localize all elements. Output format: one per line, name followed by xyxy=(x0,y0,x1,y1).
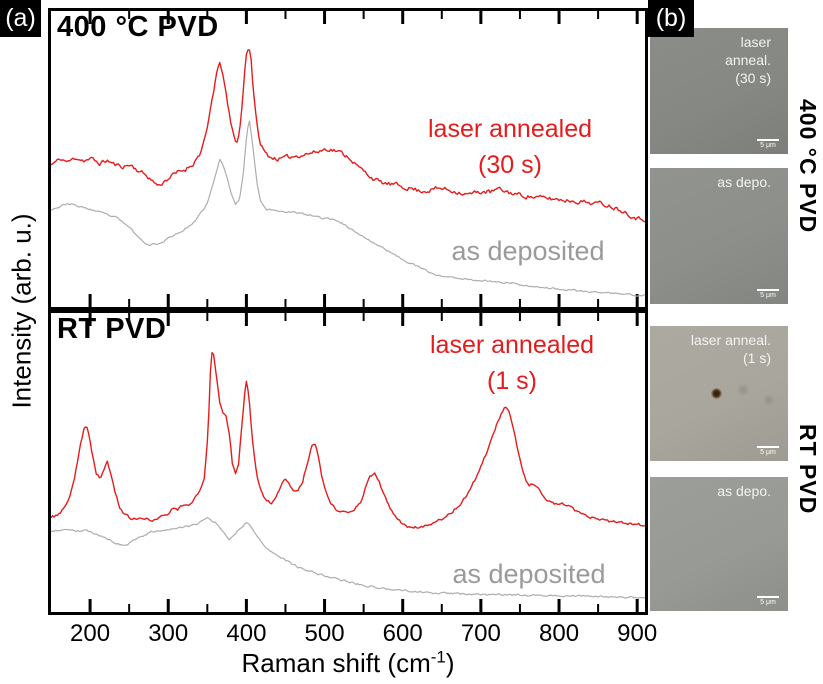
group-label-rt-pvd: RT PVD xyxy=(795,423,821,515)
scale-bar-label: 5 μm xyxy=(760,599,776,606)
micrograph-shade xyxy=(650,168,788,304)
annotation-line: (30 s) xyxy=(478,151,542,179)
x-tick-label: 900 xyxy=(617,620,658,647)
micrograph-label: laser anneal. (1 s) xyxy=(690,332,771,366)
scale-bar-line xyxy=(757,446,779,448)
x-tick-label: 700 xyxy=(460,620,501,647)
scale-bar: 5 μm xyxy=(757,596,779,606)
y-axis-label: Intensity (arb. u.) xyxy=(6,213,37,409)
scale-bar: 5 μm xyxy=(757,139,779,149)
faint-smudge xyxy=(735,382,750,397)
spectrum-curve xyxy=(51,352,645,529)
panel-title-rt-pvd: RT PVD xyxy=(57,313,167,345)
spectrum-curve xyxy=(51,49,645,223)
scale-bar: 5 μm xyxy=(757,289,779,299)
raman-panel-rt-pvd: RT PVD laser annealed (1 s) as deposited xyxy=(48,310,648,615)
annotation-line: (1 s) xyxy=(487,367,537,395)
scale-bar-line xyxy=(757,596,779,598)
scale-bar-label: 5 μm xyxy=(760,449,776,456)
x-axis-label-exponent: -1 xyxy=(430,647,446,667)
annotation-as-deposited-400c: as deposited xyxy=(451,236,605,266)
x-tick-label: 800 xyxy=(538,620,580,647)
scale-bar-label: 5 μm xyxy=(760,292,776,299)
raman-spectra-400c xyxy=(51,11,645,307)
annotation-as-deposited-rt: as deposited xyxy=(452,559,606,589)
spectrum-curve xyxy=(51,120,645,297)
x-tick-label: 400 xyxy=(226,620,267,647)
panel-b-tag: (b) xyxy=(648,0,694,37)
micrograph-image: laser anneal. (30 s) 5 μm xyxy=(650,28,788,154)
panel-title-400c-pvd: 400 °C PVD xyxy=(57,11,219,43)
spectrum-curve xyxy=(51,517,645,599)
scale-bar-label: 5 μm xyxy=(760,142,776,149)
micrograph-image: as depo. 5 μm xyxy=(650,477,788,611)
raman-panel-400c-pvd: 400 °C PVD laser annealed (30 s) as depo… xyxy=(48,8,648,310)
x-axis-label: Raman shift (cm-1) xyxy=(48,648,648,679)
micrograph-shade xyxy=(650,28,788,154)
annotation-laser-annealed-1s: laser annealed (1 s) xyxy=(392,327,632,399)
x-tick-label: 500 xyxy=(304,620,345,647)
annotation-laser-annealed-30s: laser annealed (30 s) xyxy=(390,111,630,183)
x-axis-label-close: ) xyxy=(445,648,455,678)
raman-panels: 400 °C PVD laser annealed (30 s) as depo… xyxy=(48,8,648,615)
annotation-line: laser annealed xyxy=(429,331,594,359)
raman-spectra-rt xyxy=(51,313,645,612)
micrograph-shade xyxy=(650,477,788,611)
faint-smudge xyxy=(763,393,776,406)
micrograph-label: as depo. xyxy=(717,174,771,190)
micrograph-image: laser anneal. (1 s) 5 μm xyxy=(650,326,788,461)
scale-bar-line xyxy=(757,289,779,291)
micrograph-label: laser anneal. (30 s) xyxy=(725,34,771,86)
annotation-line: laser annealed xyxy=(427,115,592,143)
x-axis-tick-labels: 200 300 400 500 600 700 800 900 xyxy=(48,620,657,647)
micrograph-image: as depo. 5 μm xyxy=(650,168,788,304)
x-axis-label-text: Raman shift (cm xyxy=(241,648,431,678)
scale-bar-line xyxy=(757,139,779,141)
x-tick-label: 200 xyxy=(70,620,111,647)
micrograph-label: as depo. xyxy=(717,483,771,499)
scale-bar: 5 μm xyxy=(757,446,779,456)
x-tick-label: 300 xyxy=(148,620,189,647)
x-tick-label: 600 xyxy=(382,620,423,647)
dark-spot xyxy=(710,388,722,400)
panel-a-tag: (a) xyxy=(0,0,41,37)
group-label-400c-pvd: 400 °C PVD xyxy=(795,98,821,234)
